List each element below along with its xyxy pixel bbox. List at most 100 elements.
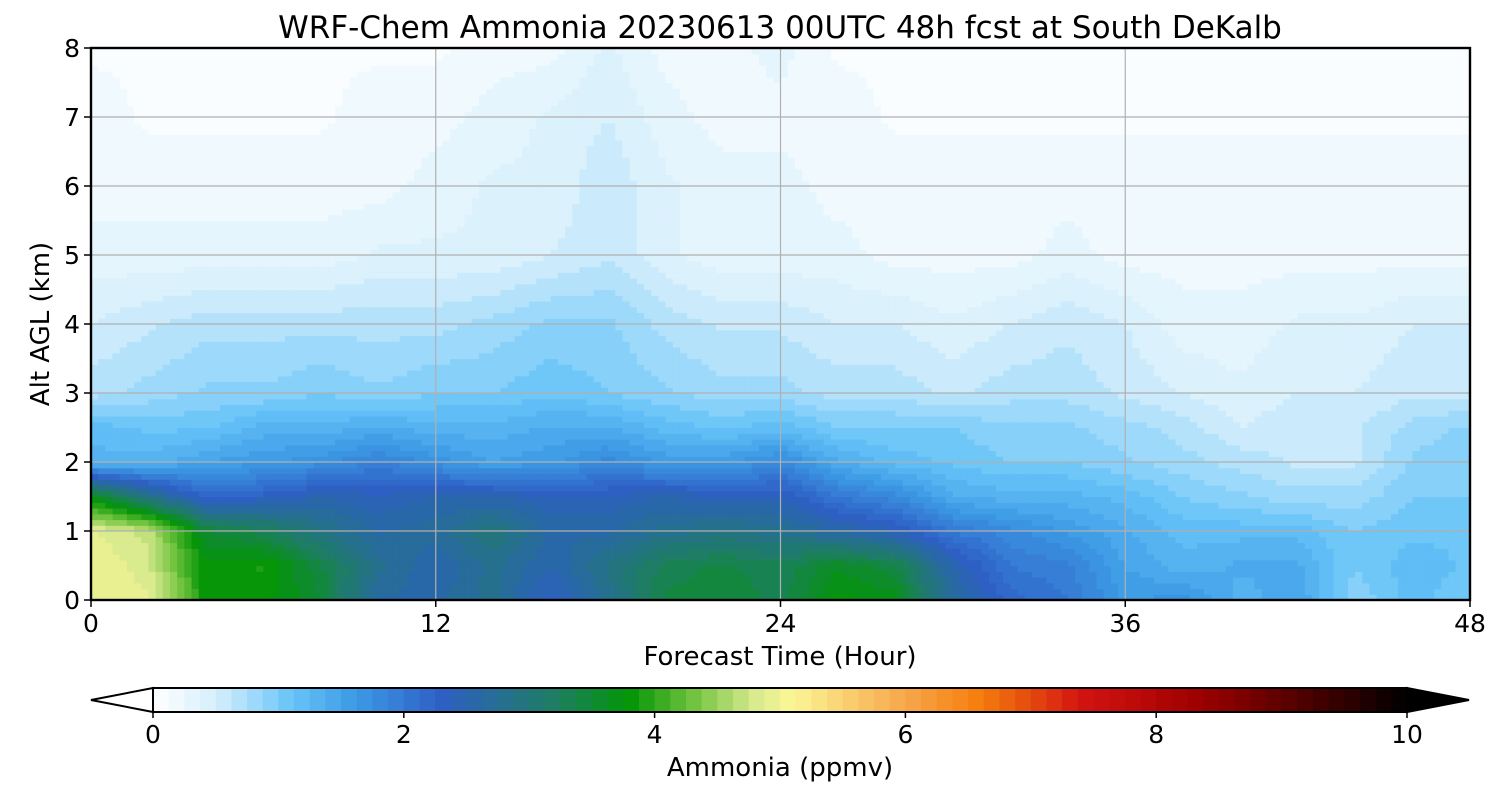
heatmap-cell bbox=[141, 111, 150, 118]
heatmap-cell bbox=[421, 496, 430, 503]
heatmap-cell bbox=[177, 260, 185, 268]
heatmap-cell bbox=[241, 65, 250, 72]
heatmap-cell bbox=[270, 571, 279, 578]
heatmap-cell bbox=[414, 283, 422, 291]
heatmap-cell bbox=[349, 462, 358, 469]
heatmap-cell bbox=[435, 582, 444, 590]
heatmap-cell bbox=[213, 519, 221, 526]
heatmap-cell bbox=[119, 485, 128, 492]
heatmap-cell bbox=[205, 99, 214, 107]
heatmap-cell bbox=[414, 94, 422, 101]
heatmap-cell bbox=[256, 427, 264, 434]
heatmap-cell bbox=[414, 232, 422, 239]
heatmap-cell bbox=[356, 577, 365, 584]
heatmap-cell bbox=[363, 404, 372, 411]
heatmap-cell bbox=[112, 559, 121, 567]
heatmap-cell bbox=[450, 318, 458, 325]
heatmap-cell bbox=[392, 335, 401, 342]
heatmap-cell bbox=[155, 312, 164, 319]
heatmap-cell bbox=[256, 531, 264, 538]
heatmap-cell bbox=[442, 243, 451, 250]
heatmap-cell bbox=[371, 335, 379, 342]
heatmap-cell bbox=[162, 416, 171, 423]
heatmap-cell bbox=[155, 168, 164, 176]
heatmap-cell bbox=[371, 99, 379, 107]
heatmap-cell bbox=[421, 335, 430, 342]
heatmap-cell bbox=[148, 76, 157, 84]
heatmap-cell bbox=[249, 163, 257, 170]
heatmap-cell bbox=[407, 485, 415, 492]
heatmap-cell bbox=[421, 209, 430, 216]
heatmap-cell bbox=[126, 266, 135, 273]
heatmap-cell bbox=[421, 117, 430, 124]
heatmap-cell bbox=[263, 594, 272, 601]
heatmap-cell bbox=[191, 214, 200, 222]
heatmap-cell bbox=[450, 249, 458, 256]
heatmap-cell bbox=[155, 272, 164, 279]
heatmap-cell bbox=[277, 502, 286, 509]
heatmap-cell bbox=[435, 163, 444, 170]
heatmap-cell bbox=[170, 289, 178, 296]
heatmap-cell bbox=[299, 243, 308, 250]
heatmap-cell bbox=[205, 59, 214, 66]
heatmap-cell bbox=[378, 462, 387, 469]
heatmap-cell bbox=[450, 444, 458, 452]
heatmap-cell bbox=[220, 272, 229, 279]
heatmap-cell bbox=[105, 416, 114, 423]
heatmap-cell bbox=[155, 571, 164, 578]
heatmap-cell bbox=[134, 255, 142, 262]
heatmap-cell bbox=[299, 318, 308, 325]
heatmap-cell bbox=[220, 450, 229, 457]
heatmap-cell bbox=[306, 398, 315, 406]
heatmap-cell bbox=[134, 352, 142, 360]
heatmap-cell bbox=[141, 582, 150, 590]
heatmap-cell bbox=[241, 82, 250, 89]
heatmap-cell bbox=[299, 214, 308, 222]
heatmap-cell bbox=[356, 71, 365, 78]
heatmap-cell bbox=[205, 525, 214, 532]
heatmap-cell bbox=[378, 94, 387, 101]
heatmap-cell bbox=[177, 358, 185, 365]
heatmap-cell bbox=[241, 329, 250, 337]
heatmap-cell bbox=[414, 398, 422, 406]
heatmap-cell bbox=[220, 427, 229, 434]
heatmap-cell bbox=[313, 191, 322, 199]
heatmap-cell bbox=[385, 174, 394, 181]
heatmap-cell bbox=[98, 140, 106, 147]
heatmap-cell bbox=[378, 163, 387, 170]
heatmap-cell bbox=[284, 513, 293, 521]
heatmap-cell bbox=[457, 301, 466, 308]
heatmap-cell bbox=[141, 467, 150, 475]
heatmap-cell bbox=[435, 588, 444, 595]
heatmap-cell bbox=[249, 352, 257, 360]
heatmap-cell bbox=[241, 490, 250, 498]
heatmap-cell bbox=[421, 243, 430, 250]
heatmap-cell bbox=[220, 519, 229, 526]
heatmap-cell bbox=[184, 335, 193, 342]
heatmap-cell bbox=[234, 157, 243, 164]
heatmap-cell bbox=[198, 301, 207, 308]
heatmap-cell bbox=[98, 582, 106, 590]
heatmap-cell bbox=[299, 358, 308, 365]
heatmap-cell bbox=[148, 577, 157, 584]
heatmap-cell bbox=[392, 76, 401, 84]
heatmap-cell bbox=[292, 582, 300, 590]
heatmap-cell bbox=[148, 88, 157, 95]
heatmap-cell bbox=[349, 594, 358, 601]
heatmap-cell bbox=[306, 496, 315, 503]
heatmap-cell bbox=[134, 105, 142, 112]
heatmap-cell bbox=[284, 473, 293, 480]
heatmap-cell bbox=[306, 393, 315, 400]
heatmap-cell bbox=[241, 134, 250, 141]
heatmap-cell bbox=[385, 65, 394, 72]
heatmap-cell bbox=[234, 255, 243, 262]
heatmap-cell bbox=[356, 536, 365, 544]
heatmap-cell bbox=[428, 203, 437, 210]
heatmap-cell bbox=[435, 513, 444, 521]
heatmap-cell bbox=[385, 381, 394, 388]
heatmap-cell bbox=[284, 237, 293, 245]
heatmap-cell bbox=[371, 565, 379, 572]
heatmap-cell bbox=[170, 352, 178, 360]
heatmap-cell bbox=[292, 456, 300, 463]
heatmap-cell bbox=[126, 105, 135, 112]
